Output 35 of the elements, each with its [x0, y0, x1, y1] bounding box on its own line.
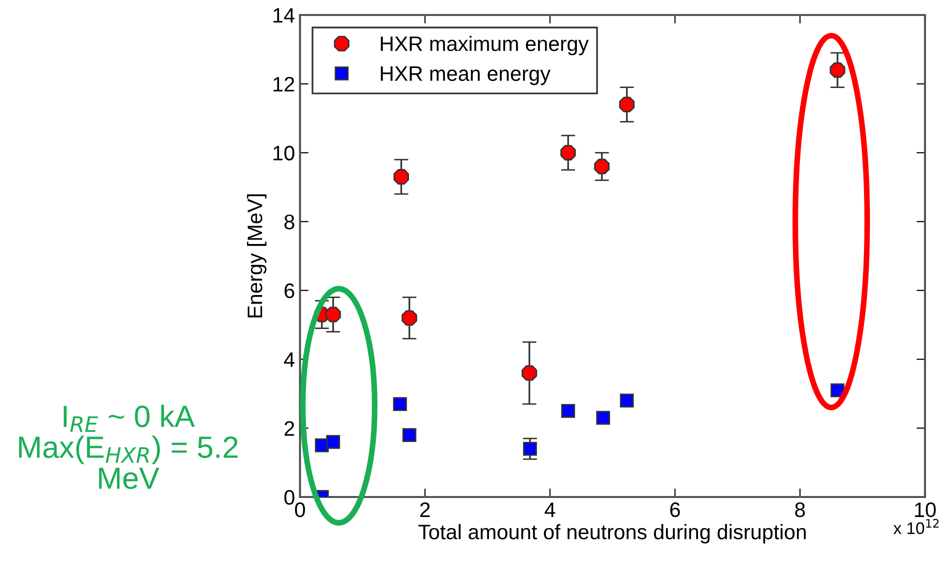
point	[596, 410, 610, 425]
point	[523, 442, 537, 456]
point	[561, 404, 576, 418]
point	[620, 394, 634, 408]
legend-label: HXR maximum energy	[380, 36, 589, 56]
y-tick-label: 10	[274, 146, 294, 160]
point	[522, 365, 538, 381]
y-axis-title: Energy [MeV]	[246, 194, 266, 318]
point	[394, 169, 409, 185]
x-tick-label: 10	[915, 502, 936, 518]
point	[830, 62, 846, 78]
point	[326, 434, 340, 449]
point	[393, 397, 407, 411]
y-tick-label: 12	[274, 76, 294, 92]
x-tick-label: 0	[295, 502, 305, 518]
point	[402, 428, 416, 442]
x-axis-title: Total amount of neutrons during disruption	[418, 524, 806, 544]
y-tick-label: 2	[284, 421, 294, 436]
y-tick-label: 6	[284, 283, 294, 298]
point	[325, 306, 341, 322]
point	[594, 158, 610, 174]
x-tick-label: 2	[420, 502, 430, 517]
y-tick-label: 0	[284, 490, 294, 505]
y-tick-label: 8	[284, 214, 294, 230]
y-tick-label: 14	[274, 8, 295, 23]
x-tick-label: 6	[670, 502, 680, 518]
text: x 10$^{12}$	[893, 518, 939, 534]
text: I$_{RE}$ ~ 0 kA Max(E$_{HXR}$) = 5.2 MeV	[19, 404, 238, 490]
point	[560, 144, 576, 160]
y-tick-label: 4	[284, 352, 295, 367]
point	[619, 96, 635, 112]
x-tick-label: 8	[795, 502, 805, 518]
x-tick-label: 4	[544, 502, 556, 517]
point	[402, 310, 418, 326]
legend-label: HXR mean energy	[380, 66, 551, 86]
